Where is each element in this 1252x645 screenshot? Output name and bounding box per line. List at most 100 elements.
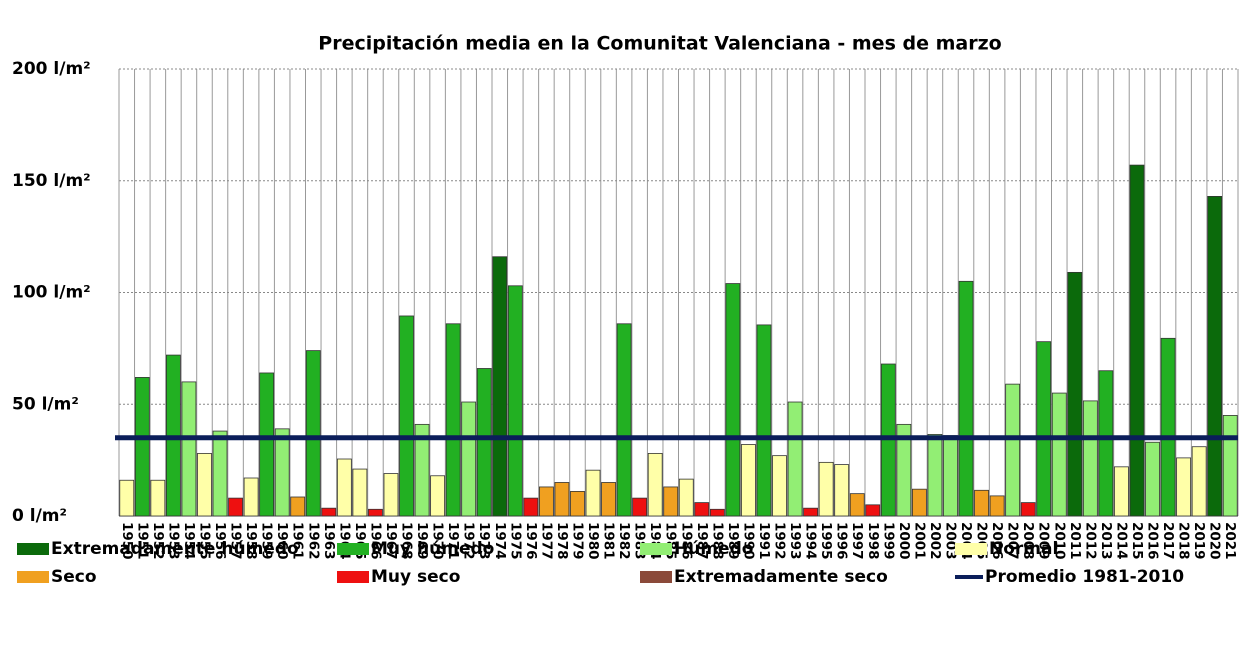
chart-title: Precipitación media en la Comunitat Vale…: [318, 33, 1001, 55]
legend-swatch: [640, 571, 672, 583]
bar: [1222, 415, 1238, 517]
bar: [523, 497, 539, 517]
x-tick-label: 2010: [1051, 522, 1067, 560]
x-tick-label: 1992: [772, 522, 788, 560]
x-tick-label: 1993: [787, 522, 803, 560]
legend-label: Extremadamente seco: [674, 567, 888, 587]
bar: [554, 482, 570, 517]
x-tick-label: 2017: [1160, 522, 1176, 560]
bar: [305, 350, 321, 517]
x-tick-label: 1987: [694, 522, 710, 560]
x-tick-label: 1999: [880, 522, 896, 560]
bar: [352, 468, 368, 517]
x-tick-label: 1986: [678, 522, 694, 560]
legend-swatch: [640, 543, 672, 555]
bar: [943, 435, 958, 517]
x-tick-label: 1977: [538, 522, 554, 560]
bar: [1005, 383, 1021, 517]
bar: [492, 256, 508, 517]
x-tick-label: 2002: [927, 522, 943, 560]
bar: [772, 455, 787, 517]
bar: [1036, 341, 1052, 517]
x-tick-label: 1953: [165, 522, 181, 560]
x-tick-label: 1957: [228, 522, 244, 560]
y-tick-label: 200 l/m²: [12, 59, 91, 79]
bar: [1098, 370, 1114, 517]
x-tick-label: 1974: [492, 522, 508, 560]
x-tick-label: 1981: [601, 522, 617, 560]
bar: [368, 508, 383, 517]
x-tick-label: 2000: [896, 522, 912, 560]
legend-swatch: [17, 543, 49, 555]
bar: [150, 479, 166, 517]
x-tick-label: 1973: [476, 522, 492, 560]
x-tick-label: 1997: [849, 522, 865, 560]
x-tick-label: 2007: [1005, 522, 1021, 560]
x-tick-label: 1971: [445, 522, 461, 560]
bar: [818, 461, 834, 517]
bar: [212, 430, 228, 517]
bar: [803, 507, 818, 517]
bar: [445, 323, 461, 517]
x-tick-label: 1951: [134, 522, 150, 560]
bar: [912, 488, 927, 517]
bar: [197, 453, 212, 517]
x-tick-label: 2021: [1222, 522, 1238, 560]
bar: [989, 495, 1005, 517]
x-tick-label: 1956: [212, 522, 228, 560]
x-tick-label: 2014: [1113, 522, 1129, 560]
legend-label: Húmedo: [674, 539, 753, 559]
x-tick-label: 1990: [740, 522, 756, 560]
x-tick-label: 1970: [430, 522, 446, 560]
x-tick-label: 2020: [1207, 522, 1223, 560]
bar: [1082, 400, 1098, 517]
bar: [228, 497, 243, 517]
bar: [834, 464, 850, 517]
x-tick-label: 1991: [756, 522, 772, 560]
bar: [1207, 195, 1223, 517]
bar: [958, 280, 974, 517]
bar: [1067, 271, 1083, 517]
bar: [709, 508, 725, 517]
bar: [1176, 457, 1191, 517]
bar: [430, 475, 445, 517]
x-tick-label: 1972: [461, 522, 477, 560]
legend-swatch: [337, 571, 369, 583]
x-tick-label: 1982: [616, 522, 632, 560]
bar: [461, 401, 477, 517]
x-tick-label: 1952: [150, 522, 166, 560]
x-tick-label: 1994: [803, 522, 819, 560]
bar: [787, 401, 803, 517]
x-tick-label: 1967: [383, 522, 399, 560]
x-tick-label: 1976: [523, 522, 539, 560]
x-tick-label: 2008: [1020, 522, 1036, 560]
x-tick-label: 1980: [585, 522, 601, 560]
bar: [274, 428, 290, 517]
bar: [290, 496, 306, 517]
bar: [243, 477, 259, 517]
x-tick-label: 1998: [865, 522, 881, 560]
y-tick-label: 150 l/m²: [12, 171, 91, 191]
x-tick-label: 2001: [911, 522, 927, 560]
bar: [414, 423, 430, 517]
bar: [741, 444, 756, 517]
x-tick-label: 1995: [818, 522, 834, 560]
x-tick-label: 1959: [259, 522, 275, 560]
legend-label: Normal: [989, 539, 1058, 559]
bar: [849, 493, 865, 517]
bar: [1129, 164, 1145, 517]
bar: [632, 497, 648, 517]
x-tick-label: 1968: [399, 522, 415, 560]
bar: [756, 324, 772, 517]
x-tick-label: 1963: [321, 522, 337, 560]
bar: [134, 377, 150, 517]
bar: [1160, 337, 1176, 517]
x-tick-label: 1960: [274, 522, 290, 560]
bar: [476, 368, 492, 517]
legend-label: Muy húmedo: [371, 539, 494, 559]
x-tick-label: 2019: [1191, 522, 1207, 560]
bar: [181, 381, 197, 517]
bar: [725, 283, 741, 517]
x-tick-label: 2003: [942, 522, 958, 560]
